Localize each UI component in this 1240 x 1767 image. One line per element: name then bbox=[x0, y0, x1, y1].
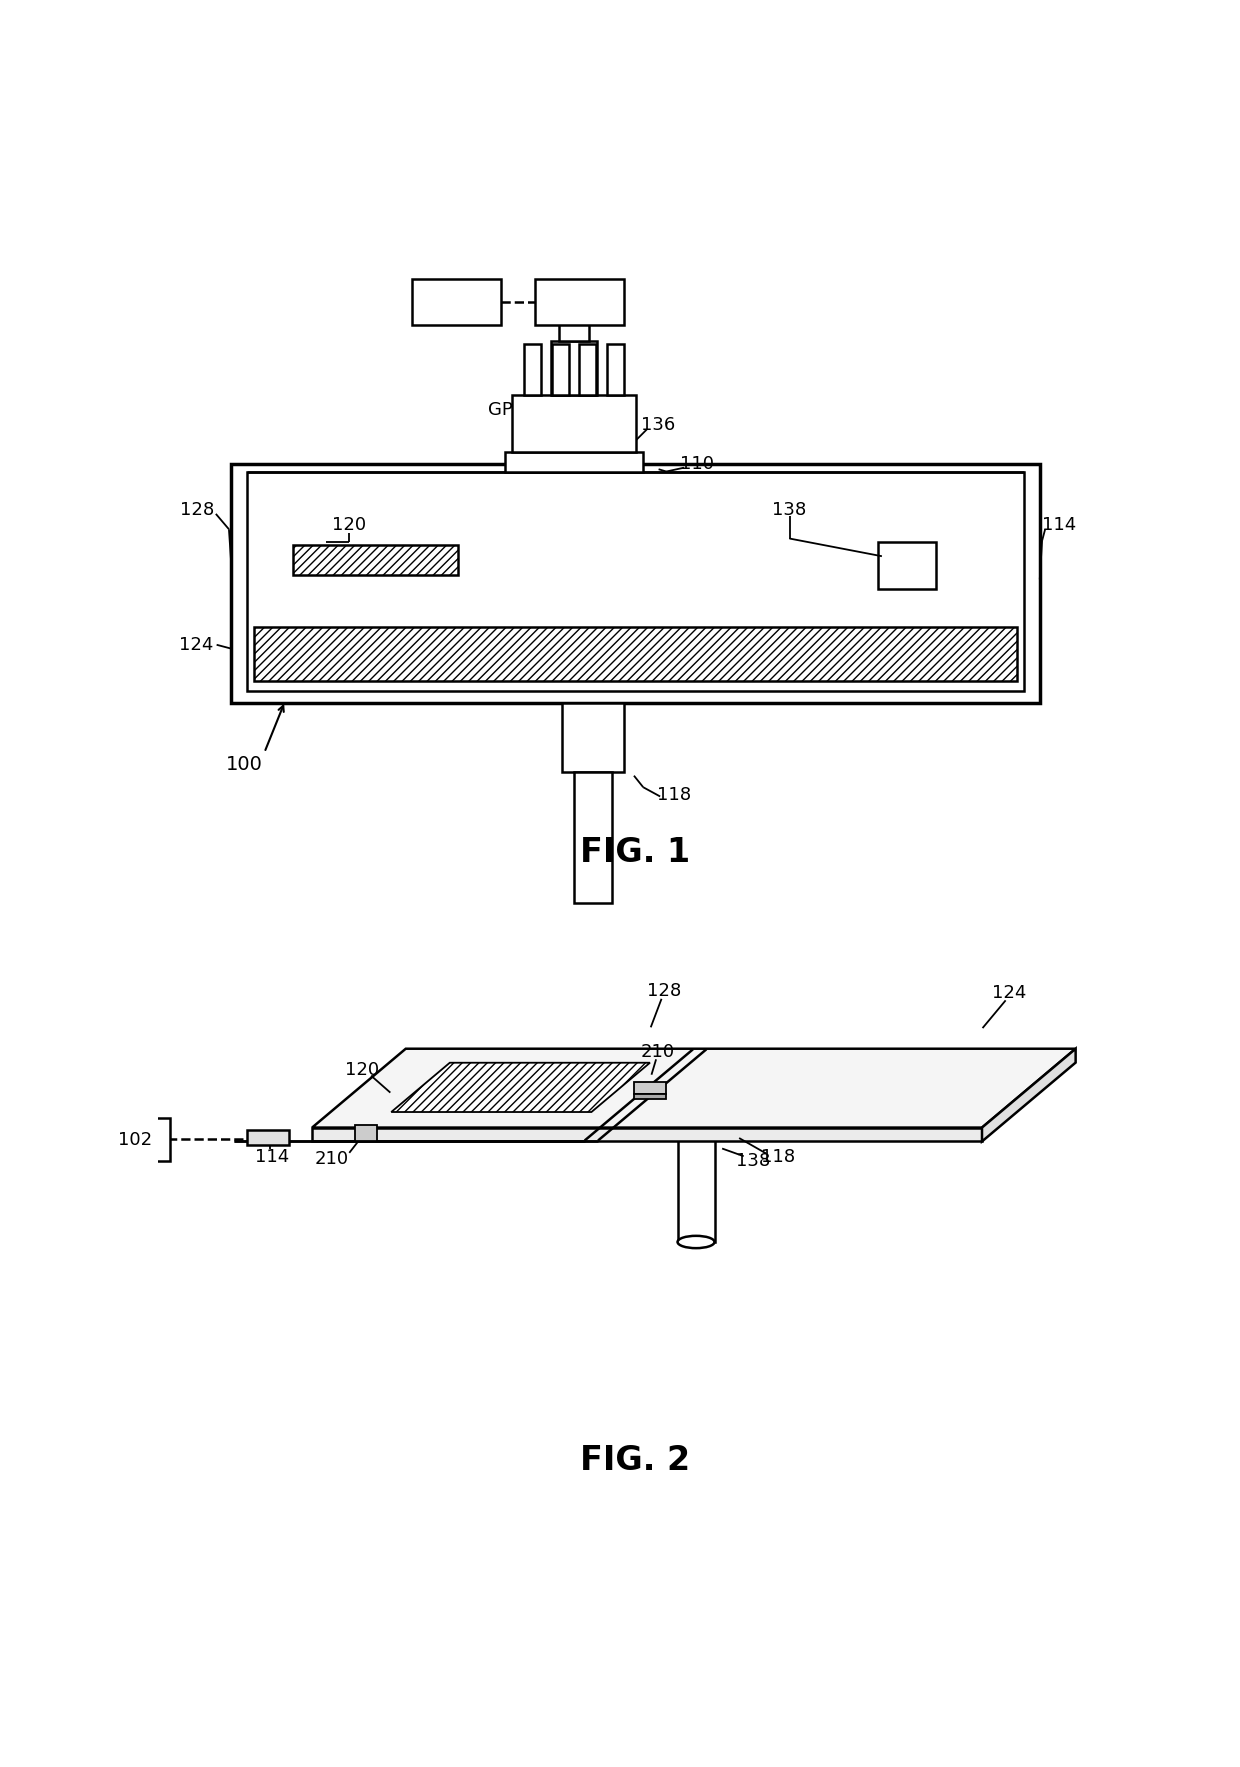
Text: 210: 210 bbox=[315, 1150, 348, 1168]
Bar bbox=[247, 472, 1024, 691]
Polygon shape bbox=[312, 1050, 1075, 1127]
Text: 118: 118 bbox=[657, 786, 691, 804]
Bar bbox=[574, 772, 613, 903]
Polygon shape bbox=[312, 1127, 982, 1141]
Text: FIG. 2: FIG. 2 bbox=[580, 1444, 691, 1477]
Bar bbox=[552, 345, 568, 394]
Bar bbox=[563, 703, 624, 772]
Text: 120: 120 bbox=[345, 1060, 379, 1078]
Text: 124: 124 bbox=[992, 984, 1027, 1002]
Polygon shape bbox=[634, 1094, 666, 1099]
Text: 128: 128 bbox=[180, 502, 215, 519]
Bar bbox=[608, 345, 624, 394]
Text: 102: 102 bbox=[439, 293, 474, 311]
Bar bbox=[512, 394, 635, 452]
Text: 210: 210 bbox=[641, 1043, 675, 1060]
Bar bbox=[558, 302, 589, 341]
Bar bbox=[505, 452, 644, 472]
Bar bbox=[551, 341, 596, 394]
Text: 138: 138 bbox=[773, 502, 807, 519]
Bar bbox=[293, 544, 459, 576]
Polygon shape bbox=[982, 1050, 1075, 1141]
Bar bbox=[231, 463, 1040, 703]
Bar bbox=[878, 542, 936, 588]
Polygon shape bbox=[247, 1129, 289, 1145]
Text: 136: 136 bbox=[641, 417, 676, 435]
Bar bbox=[536, 279, 624, 325]
Text: 120: 120 bbox=[332, 516, 366, 534]
Bar bbox=[523, 345, 541, 394]
Text: FIG. 1: FIG. 1 bbox=[580, 836, 691, 869]
Text: 100: 100 bbox=[226, 755, 263, 774]
Text: 118: 118 bbox=[760, 1149, 795, 1166]
Text: 124: 124 bbox=[179, 636, 213, 654]
Bar bbox=[579, 345, 596, 394]
Text: 102: 102 bbox=[118, 1131, 153, 1149]
Polygon shape bbox=[392, 1062, 650, 1111]
Text: 138: 138 bbox=[735, 1152, 770, 1170]
Bar bbox=[254, 627, 1017, 680]
Text: 104: 104 bbox=[562, 293, 596, 311]
Text: 114: 114 bbox=[1042, 516, 1076, 534]
Ellipse shape bbox=[677, 1235, 714, 1248]
Polygon shape bbox=[634, 1083, 666, 1094]
Bar bbox=[100, 1119, 170, 1161]
Text: 110: 110 bbox=[680, 454, 714, 474]
Bar bbox=[412, 279, 501, 325]
Bar bbox=[677, 1099, 714, 1242]
Text: GP: GP bbox=[489, 401, 513, 419]
Text: 114: 114 bbox=[255, 1149, 290, 1166]
Text: 128: 128 bbox=[647, 982, 681, 1000]
Polygon shape bbox=[356, 1126, 377, 1141]
